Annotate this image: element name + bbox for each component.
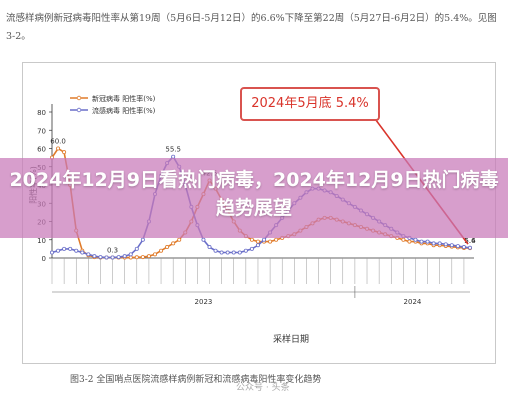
data-point: [461, 245, 466, 250]
data-point: [171, 241, 176, 246]
data-point: [134, 246, 139, 251]
data-point: [437, 241, 442, 246]
data-point: [92, 254, 97, 259]
data-label: 5.6: [464, 237, 476, 245]
data-point: [140, 255, 145, 260]
legend-entry: 流感病毒 阳性率(%): [92, 106, 156, 115]
data-point: [455, 244, 460, 249]
data-point: [134, 255, 139, 260]
data-point: [116, 255, 121, 260]
data-point: [413, 237, 418, 242]
data-point: [268, 239, 273, 244]
callout-box: 2024年5月底 5.4%: [240, 87, 380, 121]
data-point: [255, 239, 260, 244]
data-point: [68, 246, 73, 251]
data-point: [255, 243, 260, 248]
data-point: [425, 239, 430, 244]
y-tick-label: 0: [42, 255, 46, 263]
data-point: [262, 237, 267, 242]
y-tick-label: 10: [37, 237, 46, 245]
data-point: [104, 255, 109, 260]
data-point: [177, 237, 182, 242]
data-point: [62, 246, 67, 251]
data-point: [128, 252, 133, 257]
article-intro-text: 流感样病例新冠病毒阳性率从第19周（5月6日-5月12日）的6.6%下降至第22…: [6, 13, 497, 42]
data-point: [243, 248, 248, 253]
data-point: [159, 248, 164, 253]
banner-title: 2024年12月9日看热门病毒，2024年12月9日热门病毒趋势展望: [9, 169, 499, 219]
title-banner: [0, 158, 508, 238]
data-point: [443, 242, 448, 247]
legend-marker: [76, 95, 82, 101]
y-tick-label: 60: [37, 146, 46, 154]
data-point: [122, 254, 127, 259]
data-label: 0.3: [107, 246, 118, 254]
data-point: [56, 248, 61, 253]
data-label: 55.5: [165, 146, 181, 154]
data-point: [207, 245, 212, 250]
data-point: [50, 250, 55, 255]
year-label-2023: 2023: [195, 298, 213, 306]
data-point: [140, 237, 145, 242]
data-label: 60.0: [50, 138, 66, 146]
legend-marker: [76, 107, 82, 113]
y-tick-label: 80: [37, 109, 46, 117]
legend-entry: 新冠病毒 阳性率(%): [92, 94, 156, 103]
data-point: [237, 250, 242, 255]
data-point: [419, 239, 424, 244]
data-point: [152, 252, 157, 257]
data-point: [431, 241, 436, 246]
data-point: [401, 237, 406, 242]
data-point: [231, 250, 236, 255]
data-point: [249, 246, 254, 251]
data-point: [56, 146, 61, 151]
data-point: [86, 252, 91, 257]
data-point: [213, 248, 218, 253]
data-point: [62, 150, 67, 155]
data-point: [219, 250, 224, 255]
data-point: [98, 255, 103, 260]
data-point: [407, 239, 412, 244]
watermark-text: 公众号 · 头条: [236, 383, 290, 393]
x-axis-label: 采样日期: [273, 333, 309, 345]
figure-caption: 图3-2 全国哨点医院流感样病例新冠和流感病毒阳性率变化趋势: [70, 375, 322, 385]
data-point: [225, 250, 230, 255]
data-label: 5.4: [464, 237, 476, 245]
data-point: [467, 245, 472, 250]
data-point: [110, 255, 115, 260]
data-point: [249, 237, 254, 242]
data-point: [74, 248, 79, 253]
data-point: [274, 237, 279, 242]
data-point: [80, 250, 85, 255]
data-point: [201, 237, 206, 242]
data-point: [146, 254, 151, 259]
data-point: [165, 245, 170, 250]
y-tick-label: 70: [37, 127, 46, 135]
year-label-2024: 2024: [404, 298, 422, 306]
data-point: [449, 243, 454, 248]
